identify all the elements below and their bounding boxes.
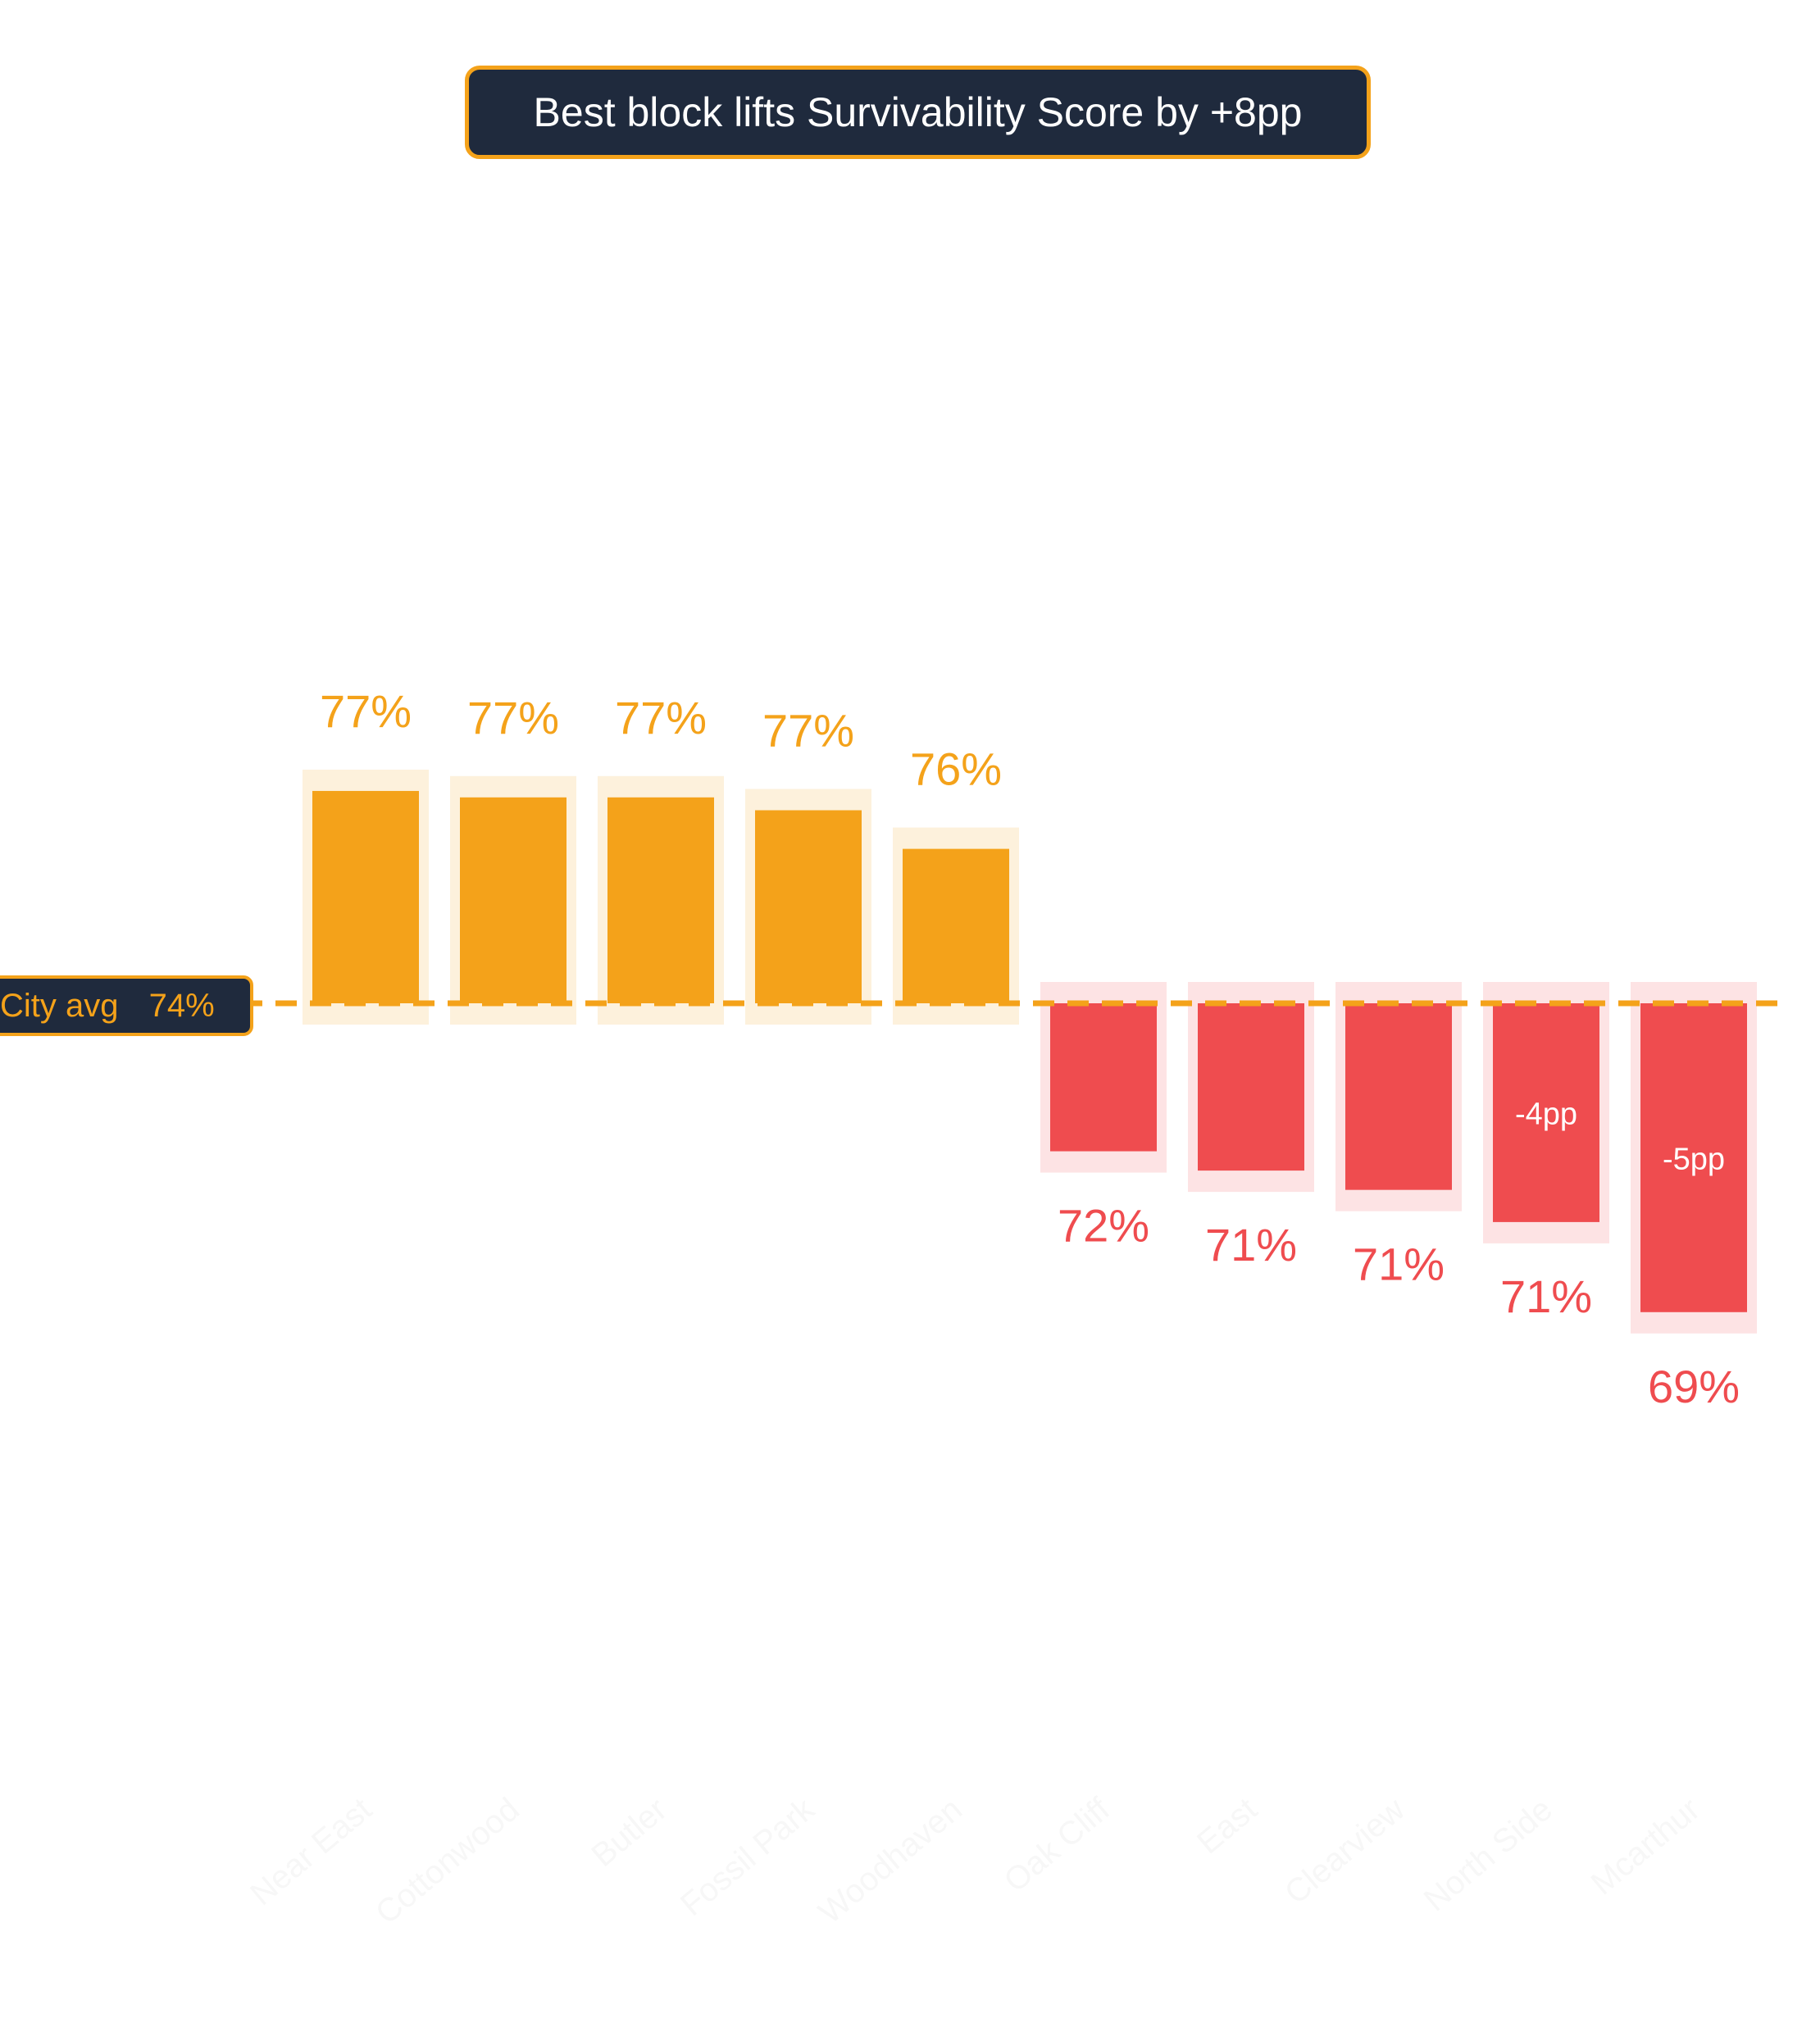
bar-north-side: [1493, 1003, 1599, 1222]
city-average-label: City avg 74%: [0, 988, 215, 1024]
chart-title: Best block lifts Survivability Score by …: [465, 66, 1371, 159]
bar-value-label: 71%: [1500, 1271, 1592, 1322]
x-tick-label: Near East: [243, 1791, 379, 1912]
bar-value-label: 77%: [762, 705, 854, 757]
x-tick-label: East: [1190, 1791, 1264, 1861]
bar-delta-label: -5pp: [1663, 1142, 1725, 1176]
bar-cottonwood: [460, 797, 566, 1003]
bar-value-label: 76%: [910, 743, 1002, 795]
x-tick-label: Clearview: [1278, 1791, 1412, 1911]
x-tick-label: Mcarthur: [1585, 1791, 1707, 1902]
city-average-badge: City avg 74%: [0, 975, 253, 1036]
x-tick-label: Oak Cliff: [998, 1791, 1117, 1899]
bar-delta-label: -4pp: [1515, 1097, 1577, 1131]
bar-value-label: 77%: [467, 692, 559, 743]
bar-value-label: 69%: [1648, 1361, 1740, 1412]
bar-butler: [607, 797, 714, 1003]
x-tick-label: North Side: [1417, 1791, 1559, 1918]
bar-oak-cliff: [1050, 1003, 1157, 1152]
labels-layer: 77% 77% 77% 77% 76% 72% 71% 71% 71% -4pp 69% -5pp: [320, 685, 1740, 1412]
bar-value-label: 72%: [1058, 1200, 1149, 1252]
bar-east: [1198, 1003, 1304, 1171]
bar-clearview: [1345, 1003, 1452, 1190]
bar-mcarthur: [1640, 1003, 1747, 1312]
x-tick-label: Cottonwood: [369, 1791, 526, 1931]
bar-value-label: 77%: [615, 692, 707, 743]
x-tick-label: Butler: [585, 1791, 673, 1874]
bar-fossil-park: [755, 810, 862, 1003]
bars-layer: [303, 769, 1757, 1334]
bar-value-label: 77%: [320, 685, 412, 737]
bar-value-label: 71%: [1205, 1219, 1297, 1271]
bar-woodhaven: [903, 848, 1009, 1003]
x-tick-label: Fossil Park: [674, 1791, 822, 1924]
bar-value-label: 71%: [1353, 1239, 1445, 1290]
bar-near-east: [312, 790, 419, 1003]
x-tick-label: Woodhaven: [812, 1791, 969, 1930]
